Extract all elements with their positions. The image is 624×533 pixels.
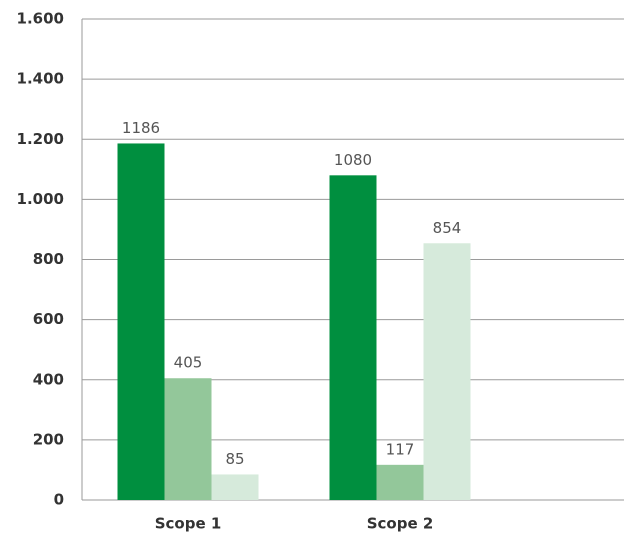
bar bbox=[117, 143, 165, 501]
value-label: 117 bbox=[386, 440, 415, 458]
value-label: 85 bbox=[225, 450, 244, 468]
y-tick-label: 400 bbox=[33, 370, 64, 388]
x-tick-label: Scope 2 bbox=[367, 515, 434, 533]
y-tick-label: 600 bbox=[33, 310, 64, 328]
bar bbox=[164, 378, 212, 500]
bar bbox=[329, 175, 377, 500]
y-tick-label: 1.600 bbox=[17, 10, 64, 28]
value-label: 1080 bbox=[334, 151, 372, 169]
bar bbox=[376, 464, 424, 500]
y-tick-label: 800 bbox=[33, 250, 64, 268]
value-label: 854 bbox=[433, 219, 462, 237]
y-tick-label: 200 bbox=[33, 430, 64, 448]
value-label: 405 bbox=[174, 354, 203, 372]
y-tick-label: 1.000 bbox=[17, 190, 64, 208]
bar bbox=[423, 243, 471, 501]
y-tick-label: 1.400 bbox=[17, 70, 64, 88]
bar bbox=[211, 474, 259, 500]
value-label: 1186 bbox=[122, 119, 160, 137]
y-tick-label: 0 bbox=[54, 491, 64, 509]
y-tick-label: 1.200 bbox=[17, 130, 64, 148]
x-tick-label: Scope 1 bbox=[155, 515, 222, 533]
